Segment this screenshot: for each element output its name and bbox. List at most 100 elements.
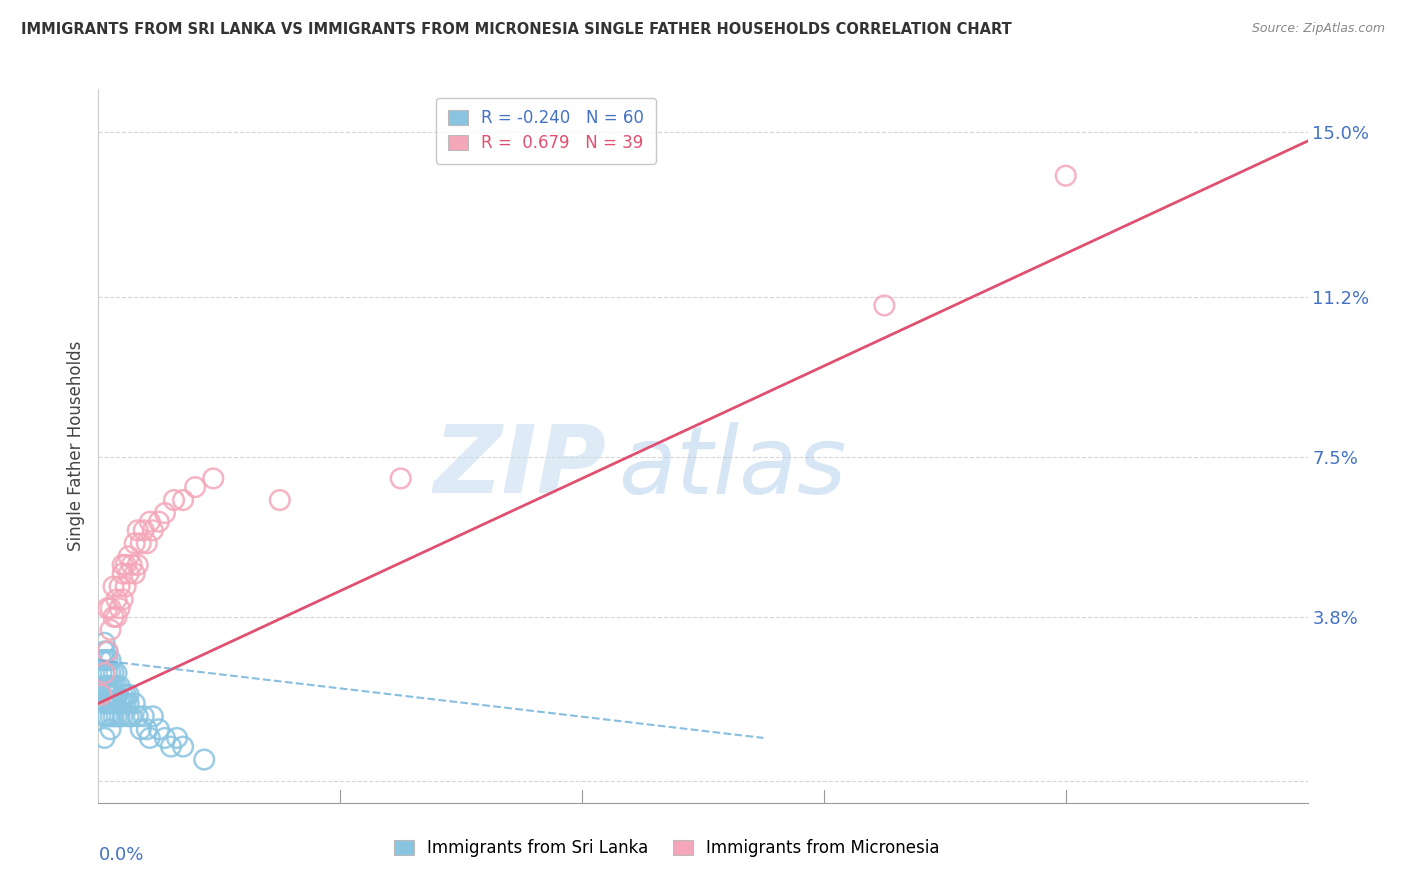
Point bbox=[105, 666, 128, 681]
Point bbox=[121, 709, 143, 723]
Point bbox=[96, 601, 118, 615]
Point bbox=[105, 696, 128, 710]
Point bbox=[105, 709, 128, 723]
Point bbox=[129, 723, 152, 737]
Point bbox=[132, 524, 155, 538]
Y-axis label: Single Father Households: Single Father Households bbox=[66, 341, 84, 551]
Point bbox=[103, 696, 125, 710]
Point bbox=[873, 298, 896, 312]
Point bbox=[100, 679, 122, 693]
Point bbox=[103, 679, 125, 693]
Point bbox=[100, 723, 122, 737]
Point bbox=[114, 580, 136, 594]
Point bbox=[269, 493, 291, 508]
Text: ZIP: ZIP bbox=[433, 421, 606, 514]
Point bbox=[93, 644, 115, 658]
Point bbox=[105, 592, 128, 607]
Point bbox=[103, 688, 125, 702]
Point bbox=[172, 493, 194, 508]
Point bbox=[100, 696, 122, 710]
Point bbox=[96, 688, 118, 702]
Point bbox=[103, 610, 125, 624]
Point bbox=[111, 709, 134, 723]
Point bbox=[96, 696, 118, 710]
Point bbox=[90, 666, 112, 681]
Point bbox=[111, 566, 134, 581]
Point bbox=[96, 666, 118, 681]
Point bbox=[96, 679, 118, 693]
Point bbox=[153, 506, 176, 520]
Point bbox=[118, 688, 141, 702]
Point bbox=[103, 580, 125, 594]
Point bbox=[127, 709, 149, 723]
Point bbox=[124, 536, 146, 550]
Point bbox=[142, 709, 165, 723]
Point bbox=[172, 739, 194, 754]
Point bbox=[111, 558, 134, 572]
Point bbox=[142, 524, 165, 538]
Point bbox=[100, 709, 122, 723]
Point bbox=[121, 558, 143, 572]
Point bbox=[389, 471, 412, 485]
Point bbox=[93, 666, 115, 681]
Point bbox=[111, 688, 134, 702]
Point bbox=[135, 723, 157, 737]
Point bbox=[153, 731, 176, 745]
Point bbox=[90, 688, 112, 702]
Point bbox=[90, 688, 112, 702]
Point bbox=[93, 679, 115, 693]
Point bbox=[93, 636, 115, 650]
Point bbox=[114, 688, 136, 702]
Point bbox=[108, 679, 131, 693]
Point bbox=[93, 696, 115, 710]
Point bbox=[108, 580, 131, 594]
Point bbox=[148, 723, 170, 737]
Point bbox=[100, 601, 122, 615]
Point bbox=[103, 709, 125, 723]
Text: 0.0%: 0.0% bbox=[98, 846, 143, 863]
Point bbox=[135, 536, 157, 550]
Point bbox=[127, 524, 149, 538]
Point bbox=[160, 739, 183, 754]
Point bbox=[105, 688, 128, 702]
Point bbox=[163, 493, 186, 508]
Point bbox=[105, 610, 128, 624]
Point bbox=[96, 644, 118, 658]
Point bbox=[1054, 169, 1077, 183]
Point bbox=[129, 536, 152, 550]
Point bbox=[118, 566, 141, 581]
Point bbox=[96, 644, 118, 658]
Point bbox=[93, 731, 115, 745]
Point bbox=[124, 566, 146, 581]
Point bbox=[93, 666, 115, 681]
Point bbox=[103, 666, 125, 681]
Legend: Immigrants from Sri Lanka, Immigrants from Micronesia: Immigrants from Sri Lanka, Immigrants fr… bbox=[385, 831, 948, 866]
Point bbox=[148, 515, 170, 529]
Point bbox=[118, 549, 141, 564]
Point bbox=[139, 731, 162, 745]
Point bbox=[118, 696, 141, 710]
Point bbox=[139, 515, 162, 529]
Point bbox=[108, 601, 131, 615]
Point bbox=[193, 753, 215, 767]
Point bbox=[100, 688, 122, 702]
Point bbox=[184, 480, 207, 494]
Point bbox=[111, 696, 134, 710]
Text: atlas: atlas bbox=[619, 422, 846, 513]
Point bbox=[114, 696, 136, 710]
Point bbox=[100, 623, 122, 637]
Point bbox=[105, 679, 128, 693]
Point bbox=[166, 731, 188, 745]
Point bbox=[108, 696, 131, 710]
Point bbox=[93, 653, 115, 667]
Point bbox=[108, 709, 131, 723]
Point bbox=[100, 653, 122, 667]
Point bbox=[124, 696, 146, 710]
Text: IMMIGRANTS FROM SRI LANKA VS IMMIGRANTS FROM MICRONESIA SINGLE FATHER HOUSEHOLDS: IMMIGRANTS FROM SRI LANKA VS IMMIGRANTS … bbox=[21, 22, 1012, 37]
Point bbox=[127, 558, 149, 572]
Text: Source: ZipAtlas.com: Source: ZipAtlas.com bbox=[1251, 22, 1385, 36]
Point bbox=[202, 471, 225, 485]
Point bbox=[96, 709, 118, 723]
Point bbox=[114, 558, 136, 572]
Point bbox=[132, 709, 155, 723]
